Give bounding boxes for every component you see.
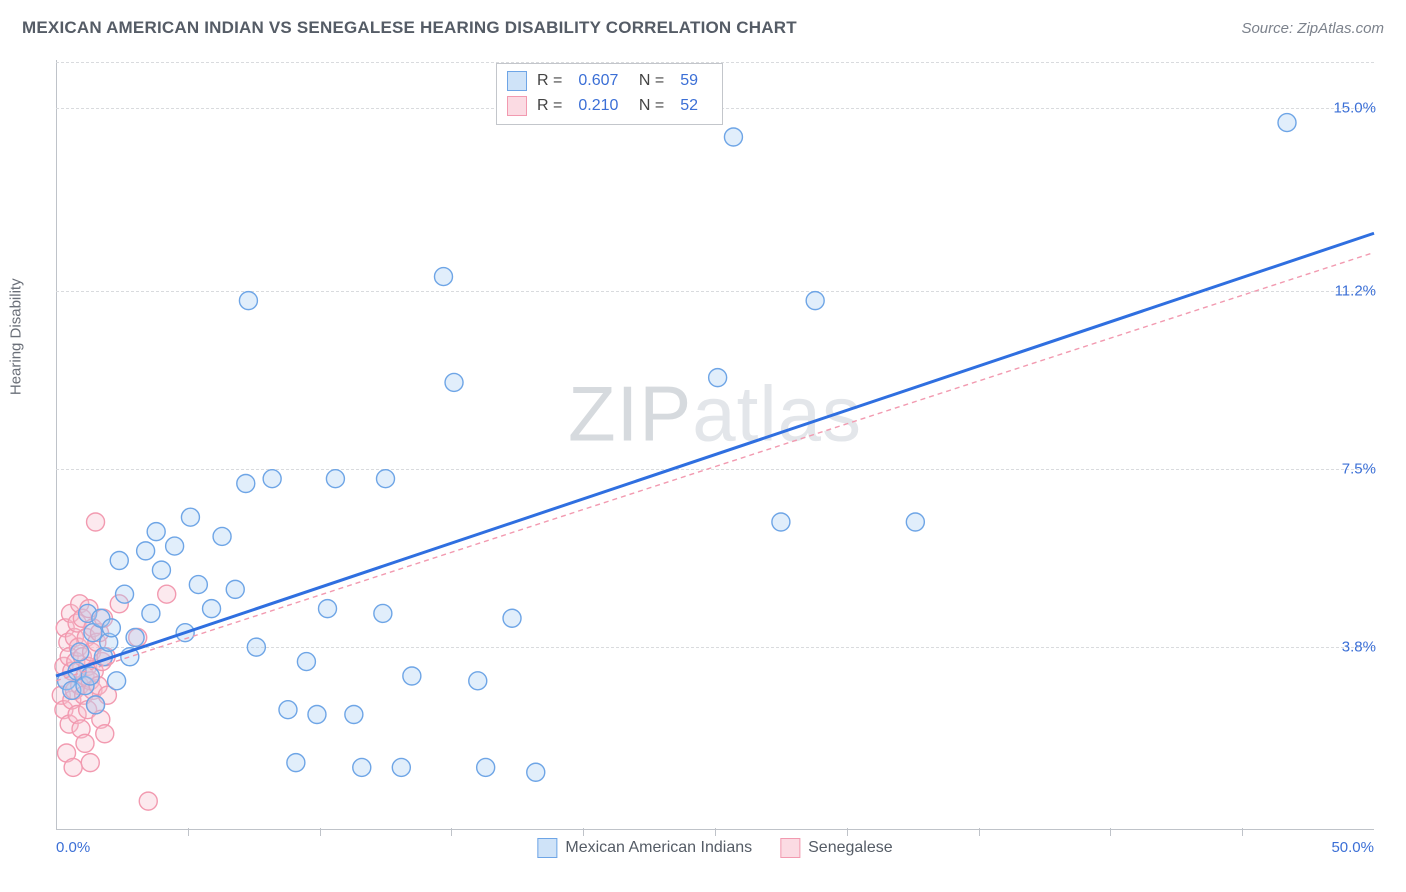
scatter-point <box>189 576 207 594</box>
scatter-point <box>806 292 824 310</box>
scatter-point <box>527 763 545 781</box>
scatter-point <box>96 725 114 743</box>
scatter-point <box>772 513 790 531</box>
scatter-point <box>116 585 134 603</box>
scatter-point <box>108 672 126 690</box>
stat-r-value-1: 0.210 <box>572 94 624 119</box>
legend-item-0: Mexican American Indians <box>537 838 752 858</box>
scatter-point <box>226 580 244 598</box>
scatter-point <box>64 758 82 776</box>
scatter-point <box>477 758 495 776</box>
chart-area: Hearing Disability ZIPatlas 3.8%7.5%11.2… <box>56 60 1374 830</box>
scatter-point <box>709 369 727 387</box>
scatter-point <box>263 470 281 488</box>
scatter-point <box>392 758 410 776</box>
chart-header: MEXICAN AMERICAN INDIAN VS SENEGALESE HE… <box>22 18 1384 38</box>
scatter-point <box>87 513 105 531</box>
correlation-stats-box: R = 0.607 N = 59 R = 0.210 N = 52 <box>496 63 723 125</box>
scatter-point <box>297 653 315 671</box>
scatter-point <box>906 513 924 531</box>
scatter-point <box>71 643 89 661</box>
stat-r-label: R = <box>537 94 562 119</box>
scatter-point <box>1278 114 1296 132</box>
scatter-point <box>126 629 144 647</box>
scatter-point <box>81 754 99 772</box>
scatter-point <box>353 758 371 776</box>
x-tick-label-right: 50.0% <box>1331 839 1374 856</box>
scatter-point <box>102 619 120 637</box>
scatter-point <box>345 706 363 724</box>
legend-item-1: Senegalese <box>780 838 893 858</box>
stats-row-series-0: R = 0.607 N = 59 <box>507 69 704 94</box>
scatter-point <box>166 537 184 555</box>
scatter-plot-svg <box>56 60 1374 830</box>
stat-n-label: N = <box>634 94 664 119</box>
scatter-point <box>445 373 463 391</box>
legend-label-0: Mexican American Indians <box>565 839 752 857</box>
stat-r-value-0: 0.607 <box>572 69 624 94</box>
stat-n-label: N = <box>634 69 664 94</box>
chart-title: MEXICAN AMERICAN INDIAN VS SENEGALESE HE… <box>22 18 797 38</box>
stat-n-value-1: 52 <box>674 94 704 119</box>
scatter-point <box>308 706 326 724</box>
scatter-point <box>213 527 231 545</box>
legend-swatch-1 <box>780 838 800 858</box>
scatter-point <box>158 585 176 603</box>
scatter-point <box>503 609 521 627</box>
scatter-point <box>319 600 337 618</box>
scatter-point <box>152 561 170 579</box>
stat-n-value-0: 59 <box>674 69 704 94</box>
chart-source: Source: ZipAtlas.com <box>1241 20 1384 37</box>
scatter-point <box>469 672 487 690</box>
scatter-point <box>403 667 421 685</box>
scatter-point <box>326 470 344 488</box>
scatter-point <box>287 754 305 772</box>
stat-r-label: R = <box>537 69 562 94</box>
scatter-point <box>237 475 255 493</box>
scatter-point <box>279 701 297 719</box>
scatter-point <box>110 552 128 570</box>
x-tick-label-left: 0.0% <box>56 839 90 856</box>
scatter-point <box>142 604 160 622</box>
legend-label-1: Senegalese <box>808 839 893 857</box>
scatter-point <box>247 638 265 656</box>
bottom-legend: Mexican American Indians Senegalese <box>537 838 892 858</box>
swatch-series-1 <box>507 96 527 116</box>
scatter-point <box>203 600 221 618</box>
scatter-point <box>377 470 395 488</box>
scatter-point <box>374 604 392 622</box>
scatter-point <box>137 542 155 560</box>
swatch-series-0 <box>507 71 527 91</box>
scatter-point <box>87 696 105 714</box>
scatter-point <box>239 292 257 310</box>
scatter-point <box>181 508 199 526</box>
scatter-point <box>147 523 165 541</box>
y-axis-label: Hearing Disability <box>8 278 25 395</box>
trend-line <box>56 253 1374 681</box>
scatter-point <box>76 734 94 752</box>
scatter-point <box>724 128 742 146</box>
legend-swatch-0 <box>537 838 557 858</box>
scatter-point <box>139 792 157 810</box>
scatter-point <box>434 268 452 286</box>
stats-row-series-1: R = 0.210 N = 52 <box>507 94 704 119</box>
